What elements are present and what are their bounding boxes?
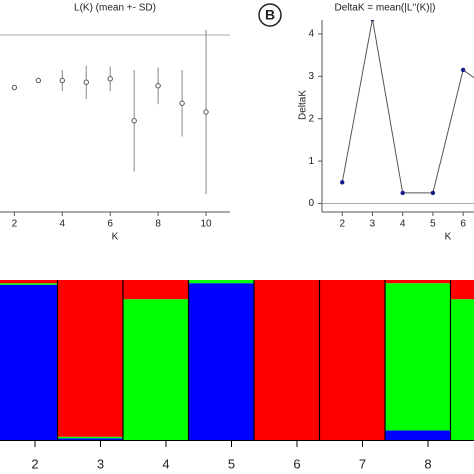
point (340, 180, 345, 185)
bar-segment (0, 284, 58, 440)
x-tick-label: 6 (107, 219, 113, 230)
x-tick-label: 2 (12, 219, 18, 230)
x-tick-label: 5 (430, 219, 436, 230)
point (155, 83, 161, 89)
bar-segment (188, 283, 254, 440)
x-tick-label: 3 (370, 219, 376, 230)
point (430, 190, 436, 196)
point (460, 67, 466, 73)
y-tick-label: 1 (308, 156, 314, 167)
line (341, 20, 474, 194)
bar-segment (0, 283, 58, 285)
x-tick-label: 3 (97, 456, 104, 471)
plot (340, 20, 474, 196)
bar-segment (0, 280, 58, 284)
bar-segment (57, 436, 123, 439)
y-axis-label: DeltaK (298, 90, 309, 120)
y-tick-label: 2 (308, 113, 314, 124)
point (107, 76, 113, 82)
x-tick-label: 6 (460, 219, 466, 230)
x-tick-label: 7 (359, 456, 366, 471)
bar-segment (450, 280, 474, 300)
y-tick-label: 3 (308, 71, 314, 82)
x-axis-label: K (112, 232, 119, 243)
bar-segment (450, 299, 474, 440)
plot (0, 280, 474, 440)
bar-segment (188, 280, 254, 284)
point (11, 84, 18, 91)
panel-label: B (265, 7, 275, 23)
bar-segment (254, 280, 320, 440)
x-tick-label: 4 (400, 219, 406, 230)
bar-segment (385, 283, 451, 431)
point (179, 100, 185, 106)
point (370, 20, 375, 22)
point (35, 77, 42, 84)
x-tick-label: 2 (339, 219, 345, 230)
x-tick-label: 2 (31, 456, 38, 471)
y-tick-label: 4 (308, 29, 314, 40)
x-tick-label: 6 (293, 456, 300, 471)
x-tick-label: 4 (60, 219, 66, 230)
x-tick-label: 5 (228, 456, 235, 471)
bar-segment (319, 280, 385, 440)
point (203, 109, 209, 115)
x-tick-label: 8 (424, 456, 431, 471)
point (59, 77, 65, 84)
x-tick-label: 4 (162, 456, 169, 471)
bar-segment (123, 280, 189, 300)
chart-title: DeltaK = mean(|L''(K)|) (335, 3, 436, 14)
point (400, 190, 405, 196)
bar-segment (57, 280, 123, 437)
point (131, 118, 137, 124)
x-axis-label: K (445, 232, 452, 243)
x-tick-label: 10 (200, 219, 212, 230)
y-tick-label: 0 (308, 198, 314, 209)
x-tick-label: 8 (155, 219, 161, 230)
point (83, 79, 89, 85)
chart-title: L(K) (mean +- SD) (74, 3, 156, 14)
bar-segment (385, 280, 451, 284)
panel-badge (258, 3, 282, 27)
bar-segment (123, 299, 189, 440)
bar-segment (57, 438, 123, 440)
bar-segment (385, 430, 451, 440)
